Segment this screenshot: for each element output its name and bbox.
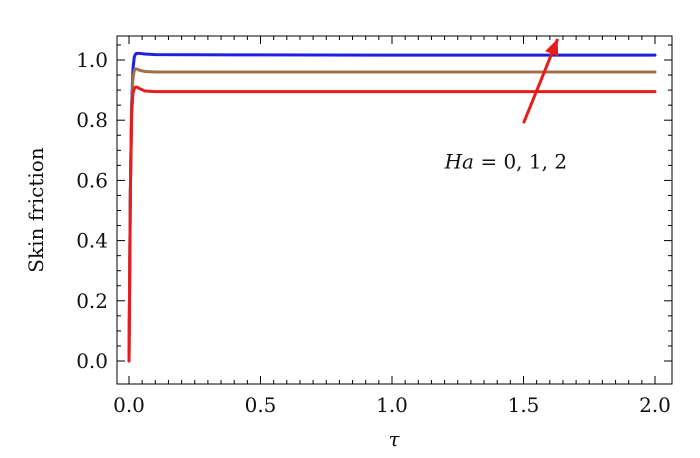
x-axis-label: τ [388,427,400,451]
series-lines [127,51,657,363]
x-tick-label: 1.5 [508,393,540,417]
tick-labels: 0.0 0.5 1.0 1.5 2.0 0.0 0.2 0.4 0.6 0.8 1.0 [76,48,671,417]
annotation-values: = 0, 1, 2 [474,149,567,173]
annotation-variable: Ha [444,149,474,173]
x-tick-label: 0.5 [245,393,277,417]
y-tick-label: 0.6 [76,168,108,192]
annotation: Ha = 0, 1, 2 [444,38,567,173]
y-tick-label: 0.2 [76,289,108,313]
plot-frame [116,35,673,385]
axis-ticks [117,36,672,384]
series-line-2 [127,67,657,363]
x-tick-label: 0.0 [113,393,145,417]
series-line-3 [127,85,657,363]
annotation-label: Ha = 0, 1, 2 [444,149,567,173]
y-tick-label: 0.4 [76,229,108,253]
series-line-1 [127,51,657,363]
y-tick-label: 1.0 [76,48,108,72]
x-tick-label: 1.0 [376,393,408,417]
y-axis-label: Skin friction [24,147,48,272]
y-tick-label: 0.8 [76,108,108,132]
x-tick-label: 2.0 [639,393,671,417]
y-tick-label: 0.0 [76,349,108,373]
annotation-arrow-head [545,38,559,57]
